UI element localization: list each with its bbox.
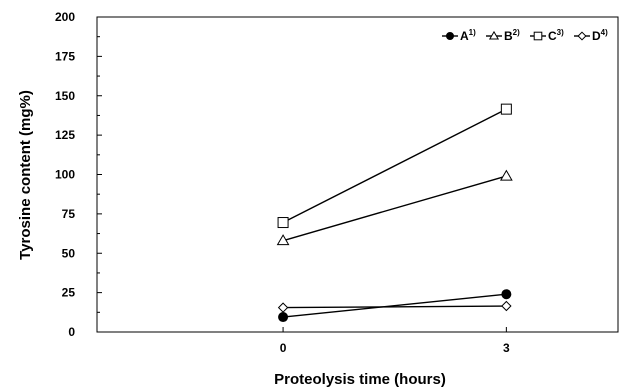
plot-area bbox=[96, 16, 619, 333]
data-point bbox=[501, 300, 512, 312]
legend-superscript: 1) bbox=[469, 28, 476, 37]
y-tick-label: 150 bbox=[55, 89, 75, 103]
series-A bbox=[278, 289, 512, 323]
legend-marker bbox=[533, 31, 543, 41]
data-point bbox=[276, 234, 290, 246]
legend-superscript: 3) bbox=[557, 28, 564, 37]
y-tick-label: 175 bbox=[55, 49, 75, 63]
y-tick-label: 0 bbox=[68, 325, 75, 339]
x-axis-title: Proteolysis time (hours) bbox=[274, 371, 446, 388]
legend-item: A1) bbox=[442, 28, 476, 43]
y-tick-label: 125 bbox=[55, 128, 75, 142]
y-axis: 0 25 50 75 100 125 150 175 200 bbox=[55, 10, 102, 339]
series-line bbox=[282, 175, 507, 242]
legend-label: C3) bbox=[548, 28, 564, 43]
legend-item: B2) bbox=[486, 28, 520, 43]
y-tick-label: 75 bbox=[62, 207, 76, 221]
y-tick-label: 50 bbox=[62, 246, 76, 260]
series-line bbox=[282, 108, 507, 224]
legend-superscript: 2) bbox=[513, 28, 520, 37]
data-point bbox=[277, 302, 289, 313]
data-point bbox=[501, 289, 512, 300]
legend-label: A1) bbox=[460, 28, 476, 43]
plot-border bbox=[96, 16, 619, 333]
x-tick-label: 3 bbox=[503, 341, 510, 355]
legend: A1) B2) C3) D4) bbox=[442, 28, 608, 43]
legend-marker bbox=[488, 30, 500, 40]
legend-superscript: 4) bbox=[601, 28, 608, 37]
legend-item: D4) bbox=[574, 28, 608, 43]
legend-marker bbox=[446, 32, 454, 40]
data-point bbox=[499, 169, 513, 181]
data-point bbox=[277, 217, 289, 229]
series-line bbox=[283, 293, 507, 318]
series-C bbox=[277, 103, 512, 229]
legend-marker bbox=[577, 31, 587, 41]
y-tick-label: 200 bbox=[55, 10, 75, 24]
legend-item: C3) bbox=[530, 28, 564, 43]
series-D bbox=[277, 300, 512, 313]
legend-label: D4) bbox=[592, 28, 608, 43]
y-tick-label: 25 bbox=[62, 286, 76, 300]
x-tick-label: 0 bbox=[280, 341, 287, 355]
series-line bbox=[283, 305, 507, 309]
y-tick-label: 100 bbox=[55, 168, 75, 182]
series-B bbox=[276, 169, 513, 246]
data-point bbox=[500, 103, 512, 115]
series-layer bbox=[276, 103, 513, 323]
y-axis-title: Tyrosine content (mg%) bbox=[17, 90, 34, 260]
legend-label: B2) bbox=[504, 28, 520, 43]
data-point bbox=[278, 312, 289, 323]
